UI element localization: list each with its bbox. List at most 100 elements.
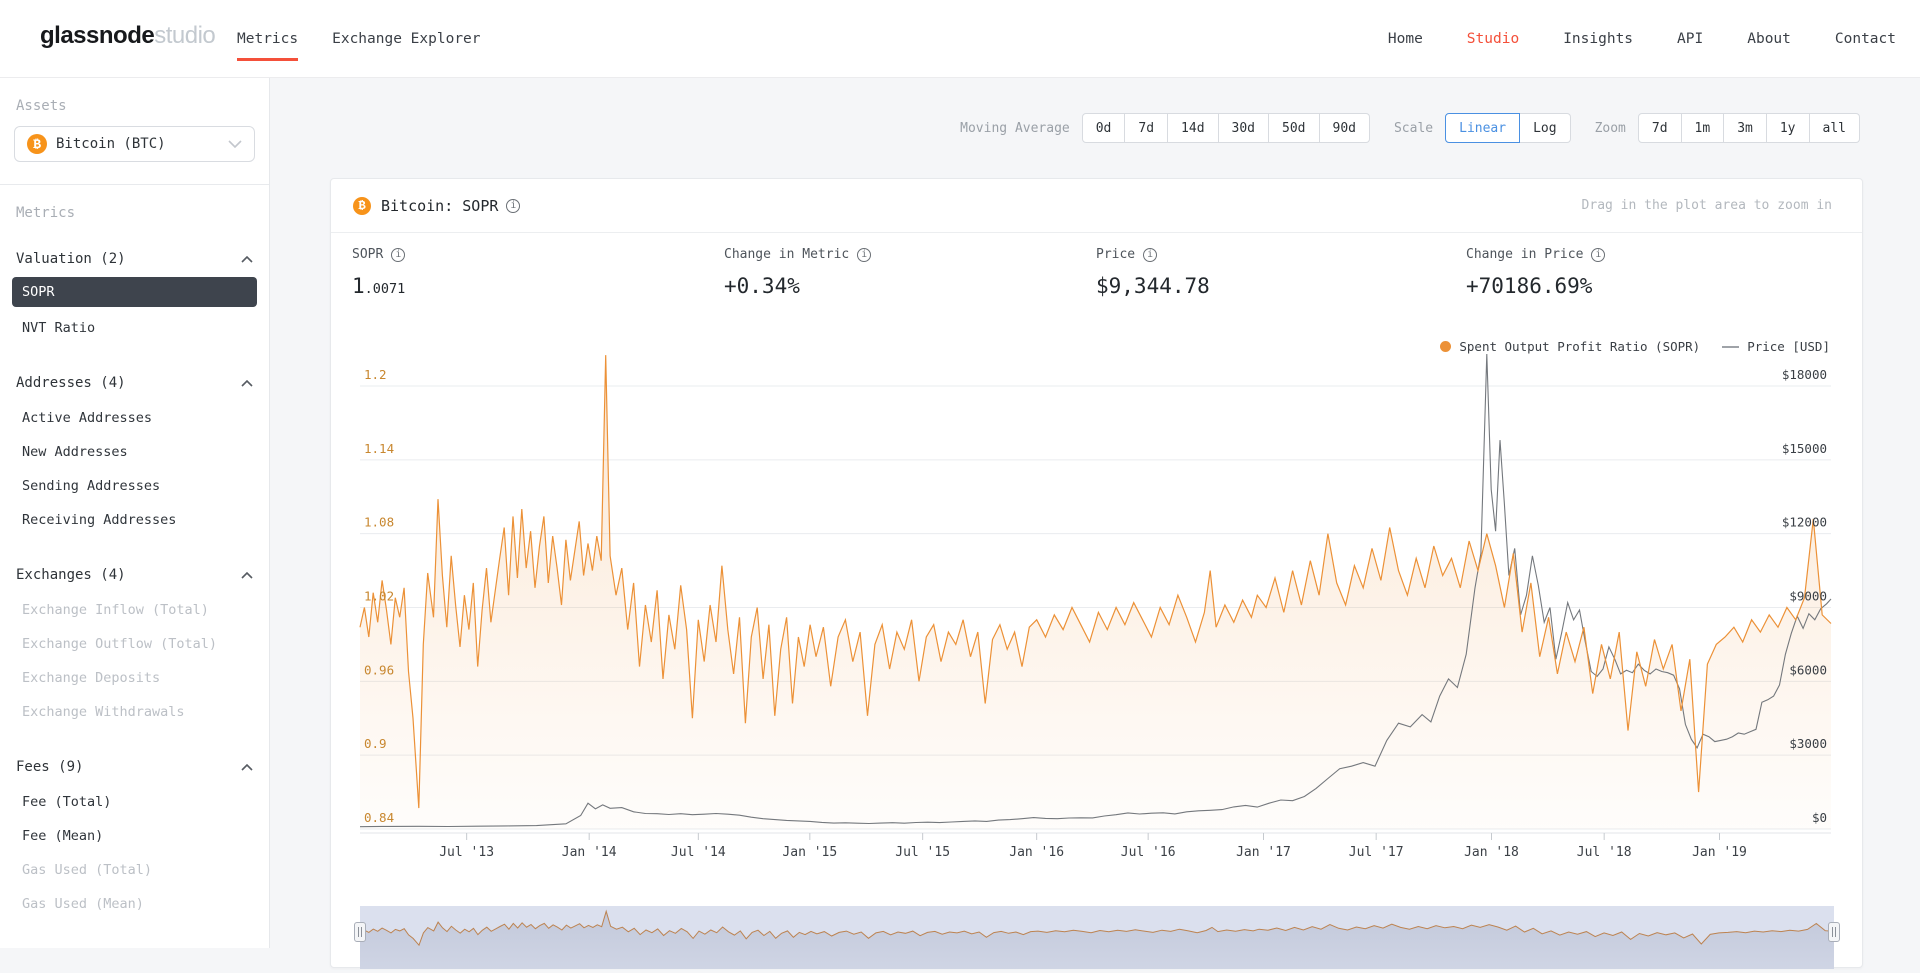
info-icon[interactable]: [391, 248, 406, 262]
scale-linear-button[interactable]: Linear: [1445, 113, 1521, 143]
zoom-label: Zoom: [1594, 120, 1626, 136]
chart-card-header: ₿ Bitcoin: SOPR Drag in the plot area to…: [331, 179, 1862, 233]
ma-7d-button[interactable]: 7d: [1125, 113, 1169, 143]
nav-insights[interactable]: Insights: [1563, 31, 1634, 47]
sidebar-item-exchange-deposits[interactable]: Exchange Deposits: [22, 670, 161, 686]
scale-label: Scale: [1393, 120, 1434, 136]
legend-price[interactable]: Price [USD]: [1722, 339, 1830, 354]
sidebar-item-gas-used-total[interactable]: Gas Used (Total): [22, 862, 153, 878]
svg-text:0.84: 0.84: [364, 810, 394, 825]
top-navigation: glassnodestudio Metrics Exchange Explore…: [0, 0, 1920, 78]
logo-glassnode: glassnode: [40, 22, 155, 49]
asset-selector[interactable]: ₿ Bitcoin (BTC): [14, 126, 255, 162]
section-fees[interactable]: Fees (9): [16, 759, 253, 775]
nav-studio[interactable]: Studio: [1466, 31, 1520, 47]
chevron-up-icon: [241, 255, 253, 263]
zoom-1y-button[interactable]: 1y: [1766, 113, 1810, 143]
moving-average-label: Moving Average: [960, 120, 1070, 136]
main-content: Moving Average 0d 7d 14d 30d 50d 90d Sca…: [270, 78, 1920, 969]
stat-sopr-value: 1.0071: [352, 274, 406, 298]
navigator-strip[interactable]: [359, 906, 1835, 969]
stat-change-in-price: Change in Price +70186.69%: [1466, 247, 1838, 298]
info-icon[interactable]: [1591, 248, 1606, 262]
sidebar-item-fee-total[interactable]: Fee (Total): [22, 794, 112, 810]
zoom-all-button[interactable]: all: [1809, 113, 1860, 143]
svg-text:Jul '13: Jul '13: [439, 845, 494, 860]
svg-text:$6000: $6000: [1789, 662, 1827, 677]
chart-navigator[interactable]: [354, 906, 1840, 969]
zoom-group: 7d 1m 3m 1y all: [1637, 113, 1860, 143]
svg-text:0.9: 0.9: [364, 736, 387, 751]
sidebar-item-gas-used-mean[interactable]: Gas Used (Mean): [22, 896, 144, 912]
sidebar-item-new-addresses[interactable]: New Addresses: [22, 444, 128, 460]
ma-30d-button[interactable]: 30d: [1218, 113, 1270, 143]
ma-50d-button[interactable]: 50d: [1269, 113, 1320, 143]
stat-change-in-metric: Change in Metric +0.34%: [724, 247, 1096, 298]
svg-text:Jul '18: Jul '18: [1577, 845, 1632, 860]
asset-selector-value: Bitcoin (BTC): [56, 136, 166, 152]
stat-change-metric-label: Change in Metric: [724, 247, 850, 262]
zoom-hint-text: Drag in the plot area to zoom in: [1581, 198, 1832, 213]
stat-change-price-value: +70186.69%: [1466, 274, 1593, 298]
chart-title: Bitcoin: SOPR: [381, 196, 499, 215]
sidebar: Assets ₿ Bitcoin (BTC) Metrics Valuation…: [0, 78, 270, 948]
sidebar-item-sopr[interactable]: SOPR: [12, 277, 257, 307]
sidebar-item-nvt-ratio[interactable]: NVT Ratio: [22, 320, 96, 336]
bitcoin-icon: ₿: [27, 134, 47, 154]
nav-about[interactable]: About: [1747, 31, 1791, 47]
nav-home[interactable]: Home: [1387, 31, 1423, 47]
assets-label: Assets: [16, 98, 67, 114]
sidebar-item-fee-mean[interactable]: Fee (Mean): [22, 828, 104, 844]
svg-text:$0: $0: [1812, 810, 1827, 825]
zoom-7d-button[interactable]: 7d: [1637, 113, 1682, 143]
nav-contact[interactable]: Contact: [1834, 31, 1896, 47]
info-icon[interactable]: [506, 198, 521, 213]
legend-sopr-label: Spent Output Profit Ratio (SOPR): [1459, 339, 1701, 354]
zoom-1m-button[interactable]: 1m: [1681, 113, 1725, 143]
sidebar-item-exchange-withdrawals[interactable]: Exchange Withdrawals: [22, 704, 185, 720]
moving-average-group: 0d 7d 14d 30d 50d 90d: [1081, 113, 1370, 143]
svg-text:1.02: 1.02: [364, 589, 394, 604]
svg-text:$12000: $12000: [1782, 515, 1827, 530]
chevron-up-icon: [241, 571, 253, 579]
tab-metrics[interactable]: Metrics: [237, 25, 299, 61]
info-icon[interactable]: [857, 248, 872, 262]
zoom-3m-button[interactable]: 3m: [1724, 113, 1767, 143]
sidebar-item-active-addresses[interactable]: Active Addresses: [22, 410, 153, 426]
sidebar-item-sending-addresses[interactable]: Sending Addresses: [22, 478, 161, 494]
scale-group: Linear Log: [1445, 113, 1571, 143]
sidebar-item-receiving-addresses[interactable]: Receiving Addresses: [22, 512, 177, 528]
legend-price-label: Price [USD]: [1747, 339, 1830, 354]
svg-text:Jul '15: Jul '15: [895, 845, 950, 860]
legend-sopr[interactable]: Spent Output Profit Ratio (SOPR): [1440, 339, 1700, 354]
chevron-up-icon: [241, 379, 253, 387]
scale-log-button[interactable]: Log: [1520, 113, 1571, 143]
legend-price-line: [1722, 345, 1740, 348]
nav-api[interactable]: API: [1677, 31, 1704, 47]
tab-exchange-explorer[interactable]: Exchange Explorer: [332, 31, 481, 47]
sopr-price-chart[interactable]: 1.2 1.14 1.08 1.02 0.96 0.9 0.84 $18000 $15000 $1…: [359, 353, 1832, 886]
chart-card: ₿ Bitcoin: SOPR Drag in the plot area to…: [330, 178, 1863, 969]
stat-change-price-label: Change in Price: [1466, 247, 1584, 262]
section-addresses[interactable]: Addresses (4): [16, 375, 253, 391]
chevron-up-icon: [241, 763, 253, 771]
info-icon[interactable]: [1143, 248, 1158, 262]
ma-0d-button[interactable]: 0d: [1081, 113, 1126, 143]
ma-90d-button[interactable]: 90d: [1319, 113, 1370, 143]
metrics-label: Metrics: [16, 205, 76, 221]
sidebar-divider: [0, 184, 269, 185]
sidebar-item-exchange-inflow[interactable]: Exchange Inflow (Total): [22, 602, 209, 618]
sidebar-item-exchange-outflow[interactable]: Exchange Outflow (Total): [22, 636, 218, 652]
ma-14d-button[interactable]: 14d: [1168, 113, 1219, 143]
svg-text:Jul '16: Jul '16: [1121, 845, 1176, 860]
svg-text:1.2: 1.2: [364, 367, 387, 382]
navigator-right-handle[interactable]: [1828, 922, 1840, 942]
section-valuation[interactable]: Valuation (2): [16, 251, 253, 267]
chart-plot-area[interactable]: 1.2 1.14 1.08 1.02 0.96 0.9 0.84 $18000 $15000 $1…: [359, 353, 1832, 886]
section-exchanges[interactable]: Exchanges (4): [16, 567, 253, 583]
svg-text:0.96: 0.96: [364, 662, 394, 677]
navigator-left-handle[interactable]: [354, 922, 366, 942]
glassnode-logo[interactable]: glassnodestudio: [40, 22, 216, 50]
stat-price-label: Price: [1096, 247, 1136, 262]
stat-price-value: $9,344.78: [1096, 274, 1210, 298]
